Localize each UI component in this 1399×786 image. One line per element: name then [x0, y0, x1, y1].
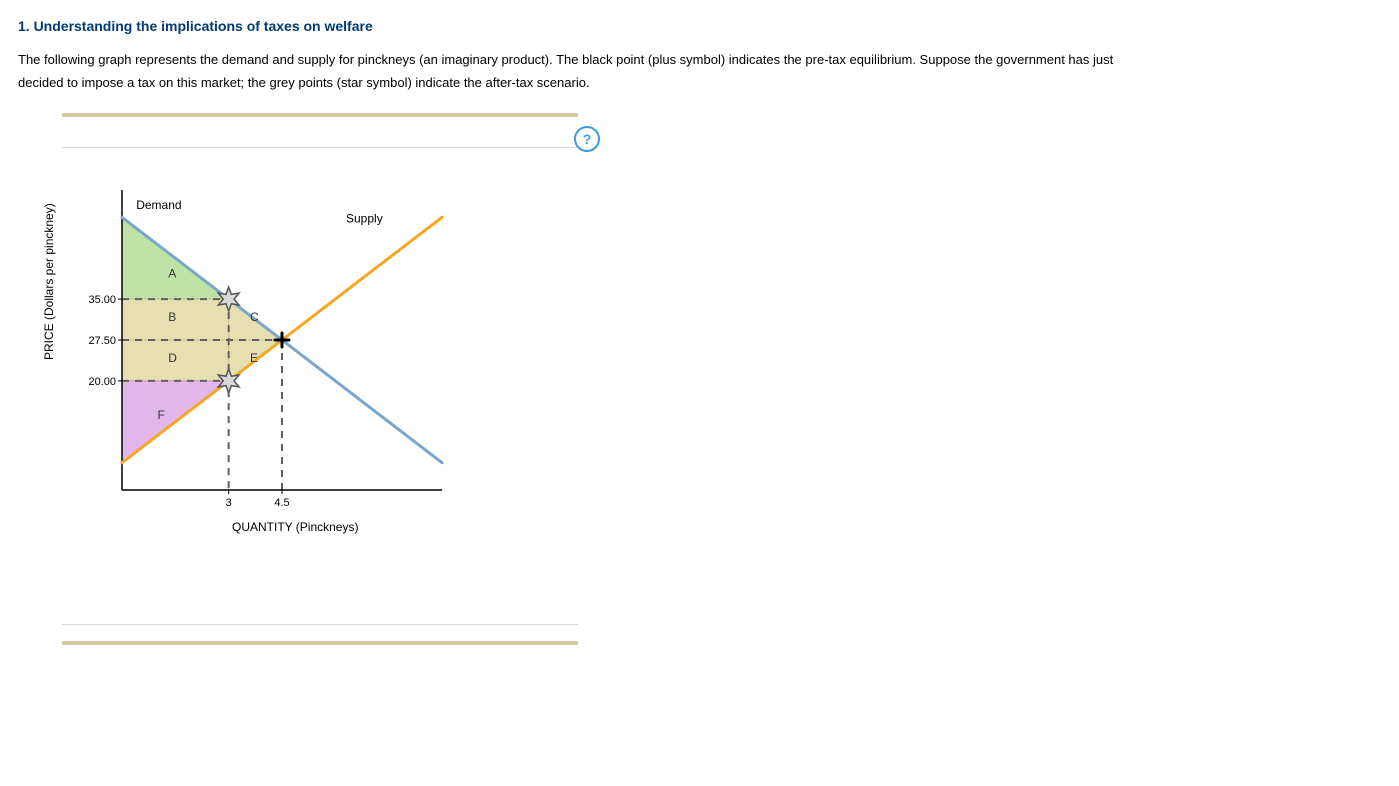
divider-bottom	[62, 641, 578, 645]
supply-label: Supply	[346, 212, 383, 226]
region-label-C: C	[250, 310, 259, 324]
demand-label: Demand	[136, 198, 181, 212]
graph-panel: ? DemandSupplyABCDEF20.0027.5035.0034.5 …	[18, 113, 578, 645]
x-axis-label: QUANTITY (Pinckneys)	[232, 520, 358, 534]
divider-top	[62, 113, 578, 117]
region-label-A: A	[168, 266, 176, 280]
graph-container: ? DemandSupplyABCDEF20.0027.5035.0034.5 …	[62, 147, 578, 625]
region-label-F: F	[158, 408, 165, 422]
help-icon[interactable]: ?	[574, 126, 600, 152]
intro-text: The following graph represents the deman…	[18, 48, 1148, 95]
x-tick-label: 4.5	[274, 497, 289, 509]
y-axis-label: PRICE (Dollars per pinckney)	[42, 203, 56, 360]
region-label-D: D	[168, 351, 177, 365]
region-label-E: E	[250, 351, 258, 365]
y-tick-label: 27.50	[88, 335, 116, 347]
region-label-B: B	[168, 310, 176, 324]
y-tick-label: 35.00	[88, 294, 116, 306]
chart: DemandSupplyABCDEF20.0027.5035.0034.5 PR…	[62, 160, 502, 560]
x-tick-label: 3	[226, 497, 232, 509]
chart-svg: Demand Supply A B C D E F 20.00 27.50 35.00 3 4.5	[62, 160, 502, 560]
page-title: 1. Understanding the implications of tax…	[18, 18, 1381, 34]
y-tick-label: 20.00	[88, 376, 116, 388]
